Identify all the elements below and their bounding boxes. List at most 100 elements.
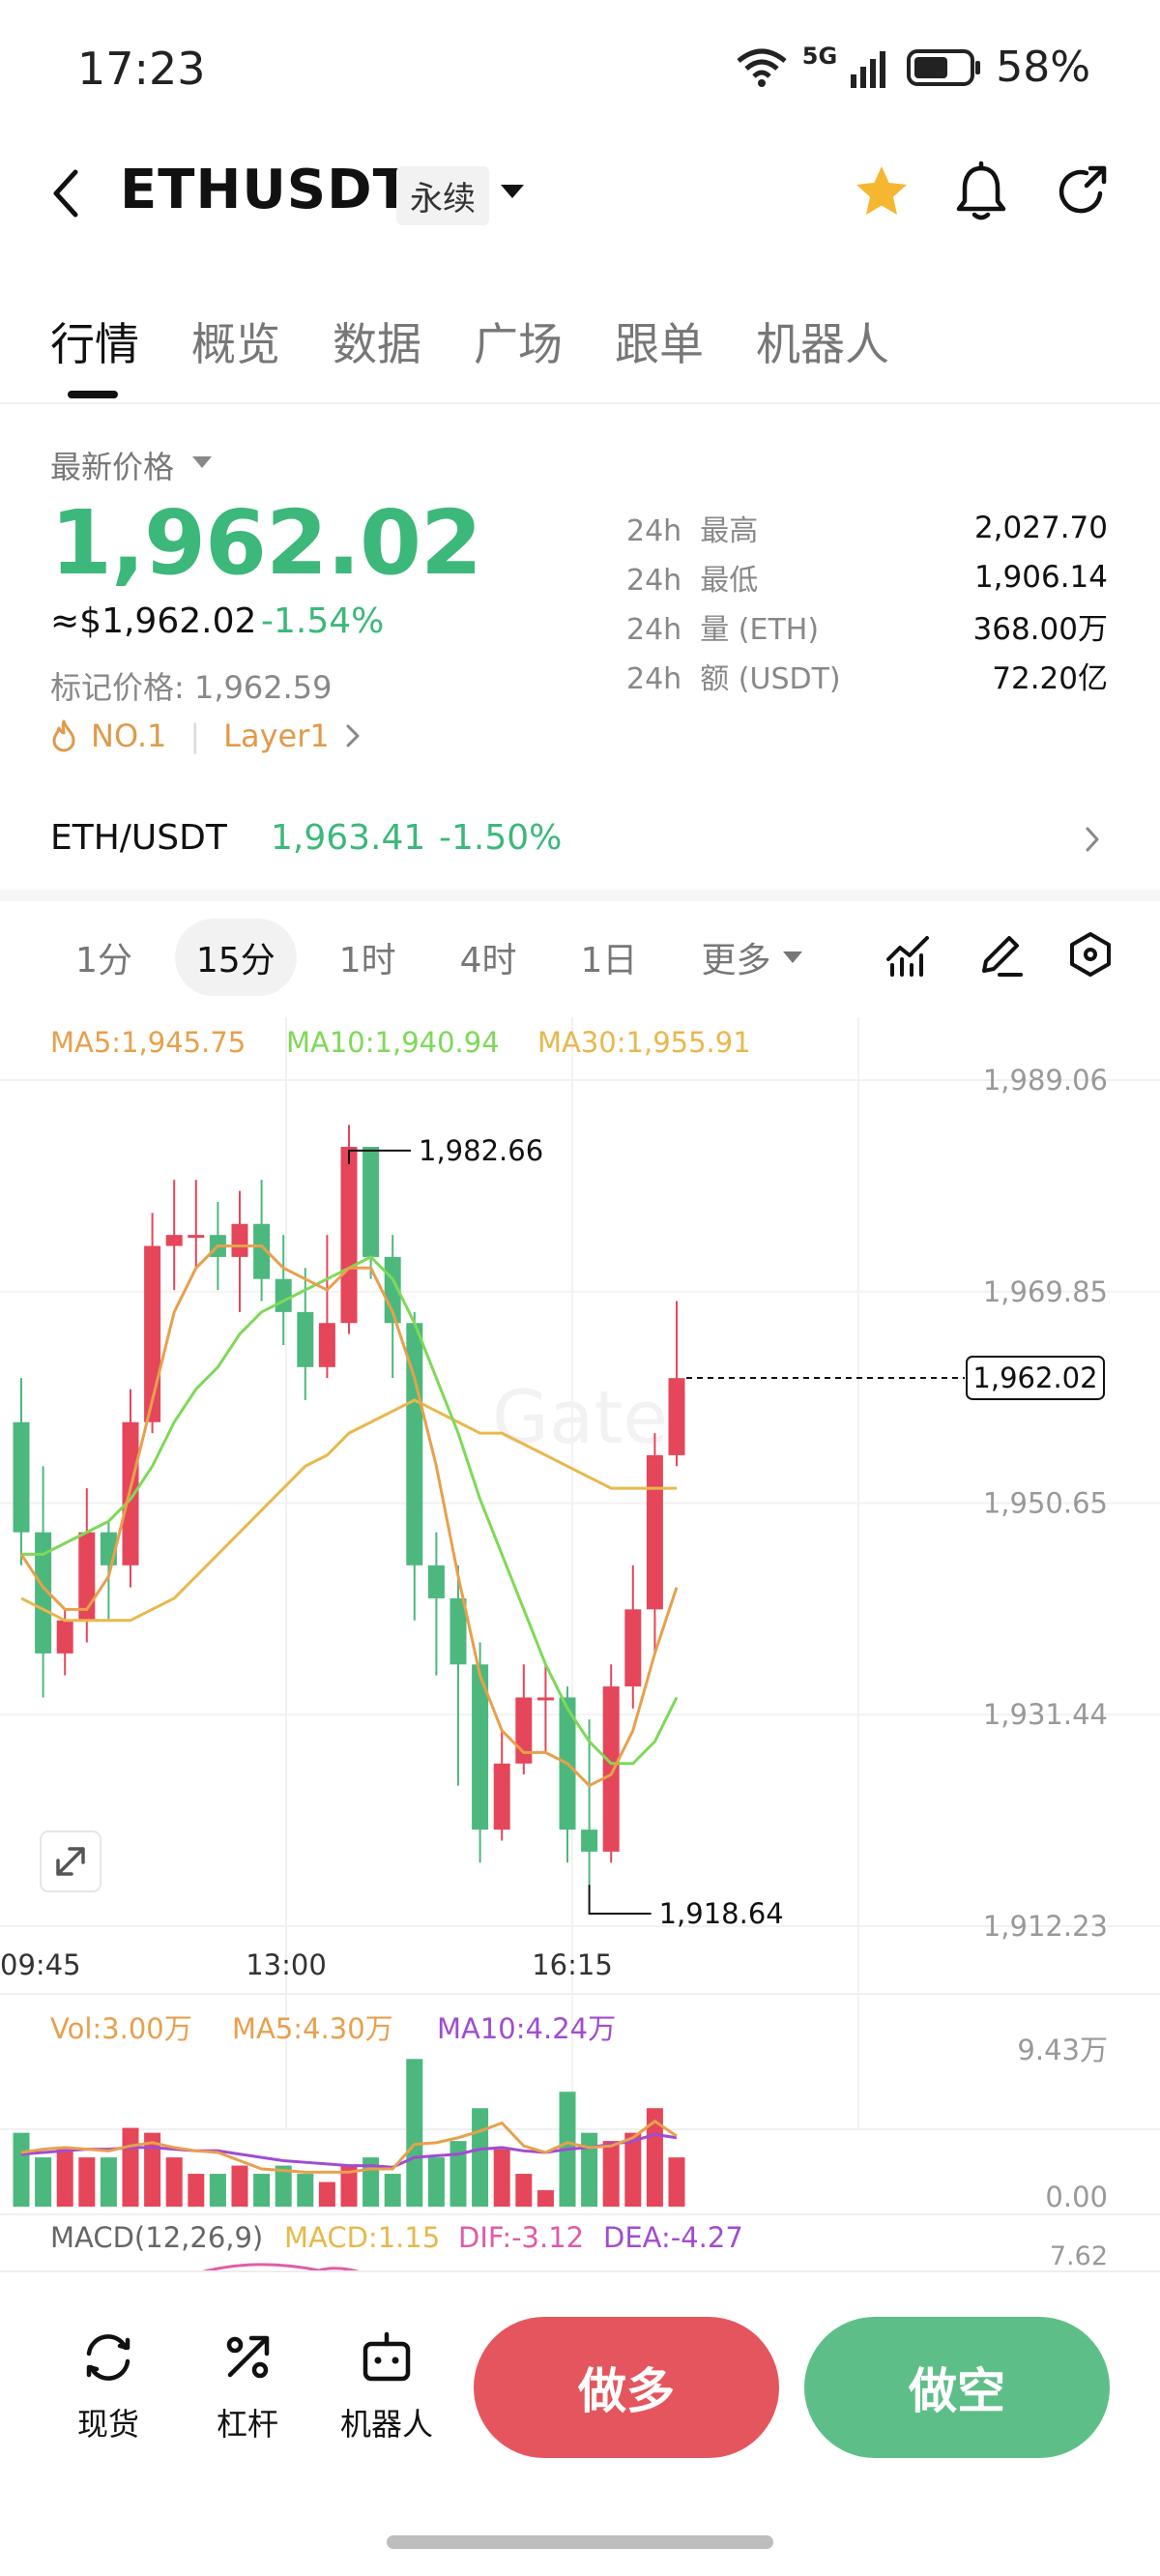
macd-dea: DEA:-4.27 — [603, 2221, 743, 2254]
tab-square[interactable]: 广场 — [474, 318, 563, 370]
candle-body — [275, 1278, 292, 1312]
wifi-icon — [737, 48, 787, 87]
macd-tick-label: 7.62 — [1050, 2241, 1108, 2271]
y-tick-label: 1,969.85 — [983, 1275, 1108, 1308]
last-price: 1,962.02 — [50, 491, 482, 595]
main-tabs: 行情 概览 数据 广场 跟单 机器人 — [50, 309, 889, 373]
indicator-icon[interactable] — [884, 930, 933, 979]
percent-arrows-icon — [226, 2335, 270, 2379]
long-button[interactable]: 做多 — [474, 2317, 779, 2458]
spot-price: 1,963.41 — [271, 818, 426, 858]
volume-ma5-line — [20, 2119, 678, 2174]
tab-bots[interactable]: 机器人 — [756, 318, 889, 370]
caret-down-icon — [783, 951, 803, 963]
volume-bar — [209, 2174, 226, 2207]
volume-ma10-line — [20, 2132, 678, 2169]
volume-ma5-legend: MA5:4.30万 — [232, 2012, 393, 2045]
interval-1h[interactable]: 1时 — [338, 941, 396, 981]
y-tick-label: 1,989.06 — [983, 1064, 1108, 1097]
candle-body — [624, 1609, 642, 1687]
contract-type-badge[interactable]: 永续 — [396, 166, 489, 225]
interval-1d[interactable]: 1日 — [580, 941, 638, 981]
ma10-legend: MA10:1,940.94 — [286, 1026, 500, 1059]
caret-down-icon[interactable] — [191, 454, 213, 470]
candlestick-chart[interactable]: Gate MA5:1,945.75 MA10:1,940.94 MA30:1,955.… — [0, 1017, 1160, 2274]
candle-body — [13, 1421, 30, 1533]
stat-value: 72.20亿 — [992, 661, 1108, 696]
spot-change-percent: -1.50% — [439, 818, 563, 858]
candle-body — [427, 1565, 445, 1598]
interval-more-label: 更多 — [701, 941, 771, 981]
volume-tick-label: 0.00 — [1045, 2181, 1108, 2213]
category-tag[interactable]: Layer1 — [223, 717, 330, 754]
candle-body — [668, 1378, 685, 1455]
candle-body — [35, 1532, 52, 1654]
interval-4h[interactable]: 4时 — [459, 941, 517, 981]
tab-data[interactable]: 数据 — [333, 318, 421, 370]
candle-body — [646, 1454, 663, 1610]
candle-body — [253, 1223, 271, 1279]
stat-volume: 24h 量 (ETH) 368.00万 — [626, 601, 1108, 651]
interval-15m[interactable]: 15分 — [174, 919, 297, 996]
expand-icon — [56, 1847, 85, 1876]
leverage-nav-label: 杠杆 — [216, 2406, 278, 2443]
latest-price-label[interactable]: 最新价格 — [50, 449, 175, 485]
tab-copy-trading[interactable]: 跟单 — [615, 318, 704, 370]
candle-body — [536, 1697, 554, 1701]
rank-tag[interactable]: NO.1 — [91, 717, 167, 754]
back-button[interactable] — [46, 164, 95, 222]
bell-icon[interactable] — [952, 161, 1010, 222]
volume-bar — [450, 2141, 467, 2207]
high-marker-line — [348, 1149, 411, 1164]
tab-market[interactable]: 行情 — [50, 318, 139, 370]
volume-bar — [493, 2149, 510, 2207]
stat-label: 量 (ETH) — [700, 612, 820, 647]
low-marker-line — [588, 1885, 652, 1915]
tab-overview[interactable]: 概览 — [191, 318, 280, 370]
star-icon[interactable] — [851, 161, 913, 222]
macd-title: MACD(12,26,9) — [50, 2221, 263, 2254]
candle-body — [56, 1620, 73, 1654]
stat-period: 24h — [626, 612, 682, 647]
candle-body — [340, 1147, 358, 1324]
tag-divider: | — [189, 717, 201, 754]
robot-icon — [362, 2331, 411, 2382]
volume-bar — [122, 2127, 139, 2207]
usd-approx-price: ≈$1,962.02 — [50, 601, 257, 641]
interval-more[interactable]: 更多 — [680, 919, 825, 996]
volume-bar — [624, 2132, 642, 2207]
volume-bar — [668, 2157, 685, 2207]
stats-panel: 24h 最高 2,027.70 24h 最低 1,906.14 24h 量 (E… — [626, 503, 1108, 700]
stat-period: 24h — [626, 563, 682, 598]
spot-nav-button[interactable]: 现货 — [50, 2328, 166, 2444]
volume-bar — [165, 2157, 183, 2207]
x-tick-label: 09:45 — [0, 1948, 81, 1981]
share-icon[interactable] — [1054, 161, 1112, 222]
caret-down-icon[interactable] — [499, 182, 526, 201]
divider — [0, 890, 1160, 901]
pencil-icon[interactable] — [976, 930, 1025, 979]
leverage-nav-button[interactable]: 杠杆 — [189, 2328, 305, 2444]
bot-nav-button[interactable]: 机器人 — [329, 2328, 445, 2444]
stat-value: 1,906.14 — [973, 559, 1108, 595]
volume-bar — [100, 2157, 117, 2207]
stat-low: 24h 最低 1,906.14 — [626, 552, 1108, 601]
stat-turnover: 24h 额 (USDT) 72.20亿 — [626, 651, 1108, 700]
chevron-right-icon[interactable] — [1083, 824, 1102, 855]
volume-bar — [231, 2165, 248, 2207]
network-label: 5G — [801, 43, 838, 70]
battery-level: 58% — [996, 43, 1090, 92]
hexagon-settings-icon[interactable] — [1066, 930, 1115, 979]
volume-bar — [427, 2157, 445, 2207]
flame-icon — [52, 719, 75, 752]
volume-bar — [340, 2165, 358, 2207]
chevron-right-icon[interactable] — [343, 722, 362, 749]
pair-title[interactable]: ETHUSDT — [120, 159, 411, 221]
active-tab-indicator — [68, 391, 118, 398]
volume-bar — [275, 2165, 292, 2207]
last-price-box — [966, 1355, 1105, 1400]
short-button[interactable]: 做空 — [804, 2317, 1110, 2458]
candle-body — [472, 1664, 489, 1830]
candle-body — [602, 1686, 620, 1852]
interval-1m[interactable]: 1分 — [75, 941, 132, 981]
